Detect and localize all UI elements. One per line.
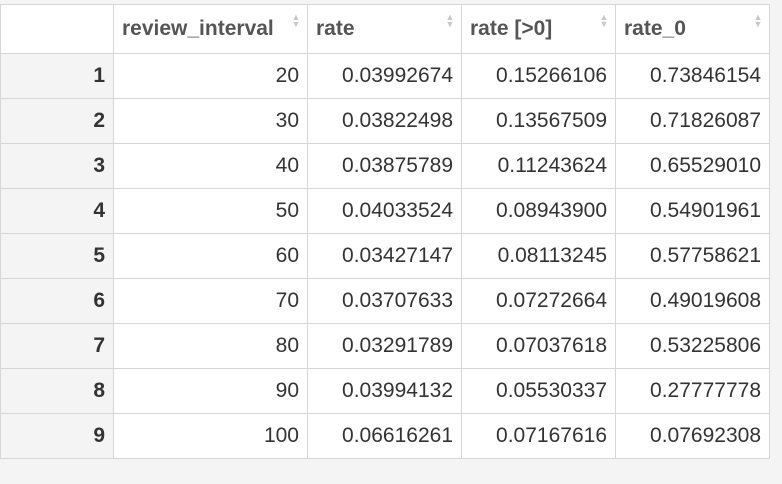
table-row: 5 60 0.03427147 0.08113245 0.57758621 <box>0 233 770 279</box>
table-row: 4 50 0.04033524 0.08943900 0.54901961 <box>0 188 770 234</box>
cell-review-interval: 80 <box>113 323 308 369</box>
row-number: 1 <box>0 53 114 99</box>
cell-rate-0: 0.49019608 <box>615 278 770 324</box>
cell-review-interval: 20 <box>113 53 308 99</box>
cell-review-interval: 70 <box>113 278 308 324</box>
cell-rate: 0.03707633 <box>307 278 462 324</box>
data-table: review_interval ▲ ▼ rate ▲ ▼ rate [>0] ▲ ▼ … <box>0 4 770 459</box>
table-row: 8 90 0.03994132 0.05530337 0.27777778 <box>0 368 770 414</box>
cell-rate: 0.04033524 <box>307 188 462 234</box>
row-number: 9 <box>0 413 114 459</box>
cell-rate: 0.03291789 <box>307 323 462 369</box>
table-row: 3 40 0.03875789 0.11243624 0.65529010 <box>0 143 770 189</box>
table-row: 6 70 0.03707633 0.07272664 0.49019608 <box>0 278 770 324</box>
cell-rate: 0.03875789 <box>307 143 462 189</box>
sort-arrows-icon[interactable]: ▲ ▼ <box>753 12 763 29</box>
cell-rate-0: 0.65529010 <box>615 143 770 189</box>
header-row: review_interval ▲ ▼ rate ▲ ▼ rate [>0] ▲ ▼ … <box>0 4 770 54</box>
cell-rate-0: 0.53225806 <box>615 323 770 369</box>
row-number: 2 <box>0 98 114 144</box>
cell-rate-gt0: 0.15266106 <box>461 53 616 99</box>
table-row: 9 100 0.06616261 0.07167616 0.07692308 <box>0 413 770 459</box>
table-row: 1 20 0.03992674 0.15266106 0.73846154 <box>0 53 770 99</box>
cell-rate-gt0: 0.07272664 <box>461 278 616 324</box>
cell-rate-0: 0.57758621 <box>615 233 770 279</box>
cell-rate-0: 0.73846154 <box>615 53 770 99</box>
column-header-rate[interactable]: rate ▲ ▼ <box>307 4 462 54</box>
cell-rate: 0.03427147 <box>307 233 462 279</box>
column-header-label: review_interval <box>122 17 274 40</box>
column-header-review-interval[interactable]: review_interval ▲ ▼ <box>113 4 308 54</box>
cell-review-interval: 30 <box>113 98 308 144</box>
cell-review-interval: 90 <box>113 368 308 414</box>
sort-arrows-icon[interactable]: ▲ ▼ <box>291 12 301 29</box>
cell-rate-gt0: 0.08943900 <box>461 188 616 234</box>
cell-rate-0: 0.07692308 <box>615 413 770 459</box>
cell-rate-gt0: 0.07167616 <box>461 413 616 459</box>
cell-rate-gt0: 0.13567509 <box>461 98 616 144</box>
cell-review-interval: 50 <box>113 188 308 234</box>
column-header-label: rate <box>316 17 355 40</box>
cell-rate: 0.03822498 <box>307 98 462 144</box>
cell-rate-0: 0.71826087 <box>615 98 770 144</box>
cell-rate: 0.03994132 <box>307 368 462 414</box>
cell-review-interval: 40 <box>113 143 308 189</box>
row-number: 6 <box>0 278 114 324</box>
header-corner <box>0 4 114 54</box>
table-row: 7 80 0.03291789 0.07037618 0.53225806 <box>0 323 770 369</box>
row-number: 5 <box>0 233 114 279</box>
column-header-rate-gt0[interactable]: rate [>0] ▲ ▼ <box>461 4 616 54</box>
row-number: 3 <box>0 143 114 189</box>
table-row: 2 30 0.03822498 0.13567509 0.71826087 <box>0 98 770 144</box>
cell-rate-0: 0.54901961 <box>615 188 770 234</box>
column-header-rate-0[interactable]: rate_0 ▲ ▼ <box>615 4 770 54</box>
cell-rate-0: 0.27777778 <box>615 368 770 414</box>
row-number: 8 <box>0 368 114 414</box>
column-header-label: rate_0 <box>624 17 686 40</box>
cell-rate: 0.03992674 <box>307 53 462 99</box>
cell-rate-gt0: 0.05530337 <box>461 368 616 414</box>
column-header-label: rate [>0] <box>470 17 553 40</box>
cell-review-interval: 60 <box>113 233 308 279</box>
row-number: 7 <box>0 323 114 369</box>
cell-rate-gt0: 0.08113245 <box>461 233 616 279</box>
sort-arrows-icon[interactable]: ▲ ▼ <box>599 12 609 29</box>
cell-rate-gt0: 0.11243624 <box>461 143 616 189</box>
cell-rate: 0.06616261 <box>307 413 462 459</box>
row-number: 4 <box>0 188 114 234</box>
cell-rate-gt0: 0.07037618 <box>461 323 616 369</box>
sort-arrows-icon[interactable]: ▲ ▼ <box>445 12 455 29</box>
cell-review-interval: 100 <box>113 413 308 459</box>
